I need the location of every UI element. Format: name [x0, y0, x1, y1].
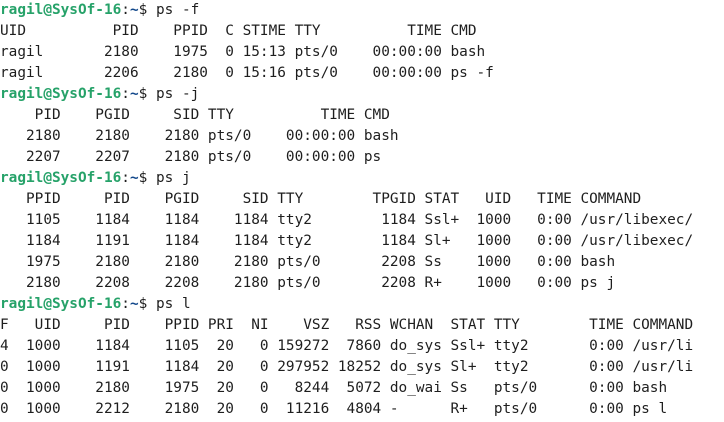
prompt-dollar: $ — [138, 170, 156, 186]
prompt-separator: : — [121, 170, 130, 186]
prompt-path: ~ — [129, 2, 139, 18]
prompt-separator: : — [121, 86, 130, 102]
prompt-path: ~ — [129, 296, 139, 312]
output-line: 0 1000 2180 1975 20 0 8244 5072 do_wai S… — [0, 380, 668, 396]
prompt-line: ragil@SysOf-16:~$ ps j — [0, 168, 724, 189]
command-text: ps -f — [155, 2, 200, 18]
prompt-path: ~ — [129, 86, 139, 102]
output-line: 1184 1191 1184 1184 tty2 1184 Sl+ 1000 0… — [0, 233, 694, 249]
prompt-line: ragil@SysOf-16:~$ ps l — [0, 294, 724, 315]
prompt-dollar: $ — [138, 296, 156, 312]
output-line: PID PGID SID TTY TIME CMD — [0, 107, 390, 123]
output-line: F UID PID PPID PRI NI VSZ RSS WCHAN STAT… — [0, 317, 694, 333]
output-line: 1975 2180 2180 2180 pts/0 2208 Ss 1000 0… — [0, 254, 616, 270]
prompt-user-host: ragil@SysOf-16 — [0, 296, 122, 312]
prompt-dollar: $ — [138, 86, 156, 102]
output-line: ragil 2180 1975 0 15:13 pts/0 00:00:00 b… — [0, 44, 486, 60]
command-text: ps j — [155, 170, 191, 186]
prompt-separator: : — [121, 296, 130, 312]
output-line: 0 1000 2212 2180 20 0 11216 4804 - R+ pt… — [0, 401, 668, 417]
prompt-line: ragil@SysOf-16:~$ ps -j — [0, 84, 724, 105]
output-line: 2180 2208 2208 2180 pts/0 2208 R+ 1000 0… — [0, 275, 616, 291]
output-line: ragil 2206 2180 0 15:16 pts/0 00:00:00 p… — [0, 65, 494, 81]
prompt-separator: : — [121, 2, 130, 18]
command-text: ps l — [155, 296, 191, 312]
output-line: 2207 2207 2180 pts/0 00:00:00 ps — [0, 149, 382, 165]
output-line: 2180 2180 2180 pts/0 00:00:00 bash — [0, 128, 399, 144]
output-line: 1105 1184 1184 1184 tty2 1184 Ssl+ 1000 … — [0, 212, 694, 228]
prompt-user-host: ragil@SysOf-16 — [0, 86, 122, 102]
prompt-dollar: $ — [138, 2, 156, 18]
prompt-user-host: ragil@SysOf-16 — [0, 2, 122, 18]
prompt-user-host: ragil@SysOf-16 — [0, 170, 122, 186]
command-text: ps -j — [155, 86, 200, 102]
output-line: 4 1000 1184 1105 20 0 159272 7860 do_sys… — [0, 338, 694, 354]
output-line: PPID PID PGID SID TTY TPGID STAT UID TIM… — [0, 191, 642, 207]
prompt-line: ragil@SysOf-16:~$ ps -f — [0, 0, 724, 21]
output-line: UID PID PPID C STIME TTY TIME CMD — [0, 23, 477, 39]
prompt-path: ~ — [129, 170, 139, 186]
output-line: 0 1000 1191 1184 20 0 297952 18252 do_sy… — [0, 359, 694, 375]
